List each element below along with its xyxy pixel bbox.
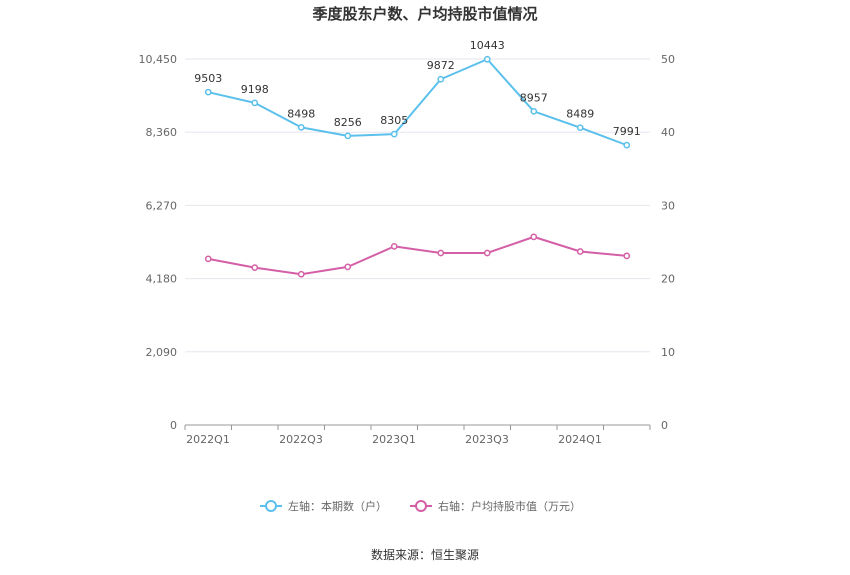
grid-lines	[185, 58, 650, 353]
data-label: 10443	[470, 39, 505, 52]
data-point	[204, 255, 212, 263]
right-axis: 0 10 20 30 40 50	[661, 53, 675, 432]
data-label: 8256	[334, 116, 362, 129]
x-tick-label: 2023Q1	[372, 433, 416, 446]
data-point	[530, 233, 538, 241]
data-point	[344, 132, 352, 140]
data-label: 8498	[287, 107, 315, 120]
data-label: 7991	[613, 125, 641, 138]
left-tick-label: 0	[170, 419, 177, 432]
data-point	[576, 124, 584, 132]
chart-title: 季度股东户数、户均持股市值情况	[312, 5, 537, 23]
series-line	[208, 58, 628, 147]
data-point	[344, 263, 352, 271]
legend-item: 右轴：户均持股市值（万元）	[410, 499, 581, 513]
data-point	[623, 252, 631, 260]
data-point	[204, 88, 212, 96]
data-label: 9198	[241, 83, 269, 96]
series-holders: 9503 9198 8498 8256 8305 9872 10443 8957 8489 799…	[194, 39, 641, 149]
legend-item: 左轴：本期数（户）	[260, 499, 387, 513]
right-tick-label: 50	[661, 53, 675, 66]
data-point	[437, 249, 445, 257]
data-point	[390, 243, 398, 250]
legend-label: 左轴：本期数（户）	[288, 499, 387, 513]
data-point	[483, 249, 491, 257]
legend: 左轴：本期数（户） 右轴：户均持股市值（万元）	[260, 499, 581, 513]
data-point	[390, 130, 398, 138]
right-tick-label: 20	[661, 273, 675, 286]
data-point	[530, 107, 538, 115]
right-tick-label: 10	[661, 346, 675, 359]
left-tick-label: 6,270	[146, 199, 178, 212]
data-label: 8957	[520, 91, 548, 104]
series-line	[208, 235, 627, 276]
data-point	[483, 55, 491, 63]
left-tick-label: 2,090	[146, 346, 178, 359]
source-note: 数据来源：恒生聚源	[371, 547, 479, 562]
x-axis: 2022Q1 2022Q3 2023Q1 2023Q3 2024Q1	[184, 424, 651, 446]
x-tick-label: 2022Q1	[186, 433, 230, 446]
x-tick-label: 2024Q1	[558, 433, 602, 446]
right-tick-label: 30	[661, 199, 675, 212]
left-axis: 0 2,090 4,180 6,270 8,360 10,450	[139, 53, 178, 432]
right-tick-label: 0	[661, 419, 668, 432]
right-tick-label: 40	[661, 126, 675, 139]
legend-label: 右轴：户均持股市值（万元）	[438, 499, 581, 513]
data-label: 8305	[380, 114, 408, 127]
left-tick-label: 8,360	[146, 126, 178, 139]
data-label: 9503	[194, 72, 222, 85]
data-label: 9872	[427, 59, 455, 72]
data-point	[623, 141, 631, 149]
left-tick-label: 10,450	[139, 53, 178, 66]
data-point	[251, 99, 259, 107]
data-point	[437, 75, 445, 83]
data-point	[297, 270, 305, 278]
series-layer: 9503 9198 8498 8256 8305 9872 10443 8957 8489 799…	[194, 39, 641, 278]
x-tick-label: 2023Q3	[465, 433, 509, 446]
data-point	[297, 124, 305, 131]
legend-marker	[415, 500, 427, 512]
left-tick-label: 4,180	[146, 273, 178, 286]
data-label: 8489	[566, 108, 594, 121]
x-tick-label: 2022Q3	[279, 433, 323, 446]
data-point	[251, 264, 259, 271]
series-avg-value	[204, 233, 631, 278]
legend-marker	[265, 500, 277, 512]
data-point	[576, 248, 584, 255]
